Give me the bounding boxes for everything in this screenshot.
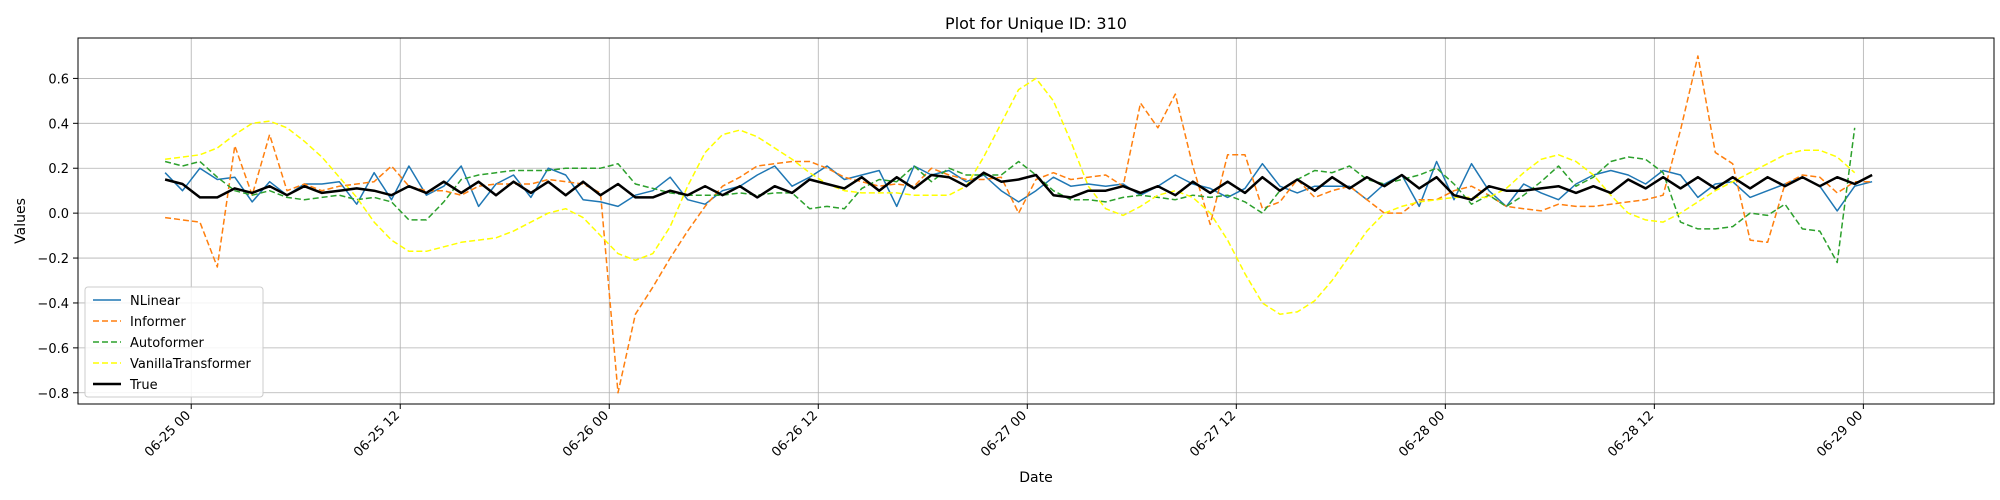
series-lines bbox=[164, 55, 1873, 394]
x-tick-label: 06-28 12 bbox=[1605, 408, 1657, 460]
y-tick-label: −0.6 bbox=[37, 342, 69, 357]
x-tick-label: 06-27 00 bbox=[978, 408, 1030, 460]
plot-area-frame bbox=[77, 37, 1995, 405]
y-tick-label: 0.2 bbox=[48, 162, 69, 177]
x-tick-label: 06-25 00 bbox=[142, 408, 194, 460]
x-tick-label: 06-27 12 bbox=[1187, 408, 1239, 460]
y-tick-label: −0.2 bbox=[37, 252, 69, 267]
series-line-informer bbox=[165, 55, 1873, 394]
y-axis-label: Values bbox=[13, 198, 29, 244]
x-tick-label: 06-26 00 bbox=[560, 408, 612, 460]
series-line-nlinear bbox=[164, 160, 1873, 212]
legend-label: Autoformer bbox=[130, 336, 204, 351]
legend-label: True bbox=[129, 378, 158, 393]
x-tick-label: 06-26 12 bbox=[769, 408, 821, 460]
x-tick-label: 06-29 00 bbox=[1814, 408, 1866, 460]
y-tick-label: 0.4 bbox=[48, 117, 69, 132]
legend: NLinear Informer Autoformer VanillaTransfor… bbox=[84, 286, 264, 398]
y-tick-label: −0.8 bbox=[37, 387, 69, 402]
legend-label: VanillaTransformer bbox=[130, 357, 252, 372]
x-axis-label: Date bbox=[1019, 470, 1052, 486]
series-line-autoformer bbox=[164, 127, 1856, 264]
series-line-vanillatransformer bbox=[165, 77, 1856, 315]
y-tick-label: 0.0 bbox=[48, 207, 69, 222]
grid-lines bbox=[78, 38, 1994, 404]
legend-label: NLinear bbox=[130, 294, 181, 309]
y-tick-label: −0.4 bbox=[37, 297, 69, 312]
chart-title: Plot for Unique ID: 310 bbox=[945, 14, 1127, 33]
series-line-true bbox=[164, 171, 1873, 201]
axis-ticks: 0.6 0.4 0.2 0.0 −0.2 −0.4 −0.6 −0.8 06-25 00 06-2… bbox=[37, 72, 1866, 460]
x-tick-label: 06-25 12 bbox=[351, 408, 403, 460]
legend-label: Informer bbox=[130, 315, 186, 330]
y-tick-label: 0.6 bbox=[48, 72, 69, 87]
x-tick-label: 06-28 00 bbox=[1396, 408, 1448, 460]
legend-box bbox=[84, 286, 264, 398]
